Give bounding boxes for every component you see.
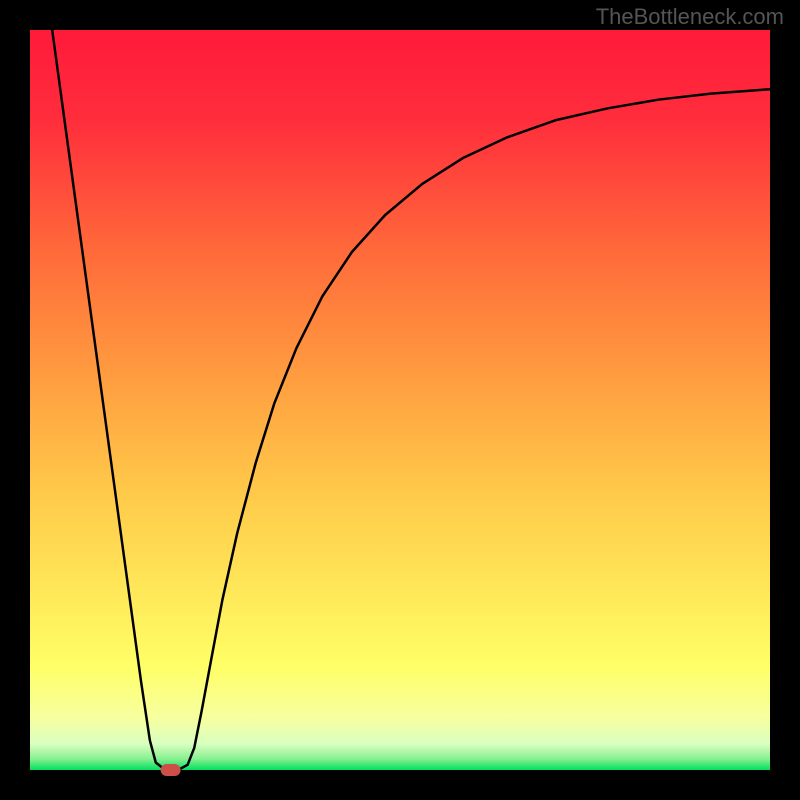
plot-area <box>30 30 770 770</box>
chart-canvas: TheBottleneck.com <box>0 0 800 800</box>
chart-svg <box>0 0 800 800</box>
valley-marker <box>161 764 181 776</box>
watermark-text: TheBottleneck.com <box>596 4 784 30</box>
